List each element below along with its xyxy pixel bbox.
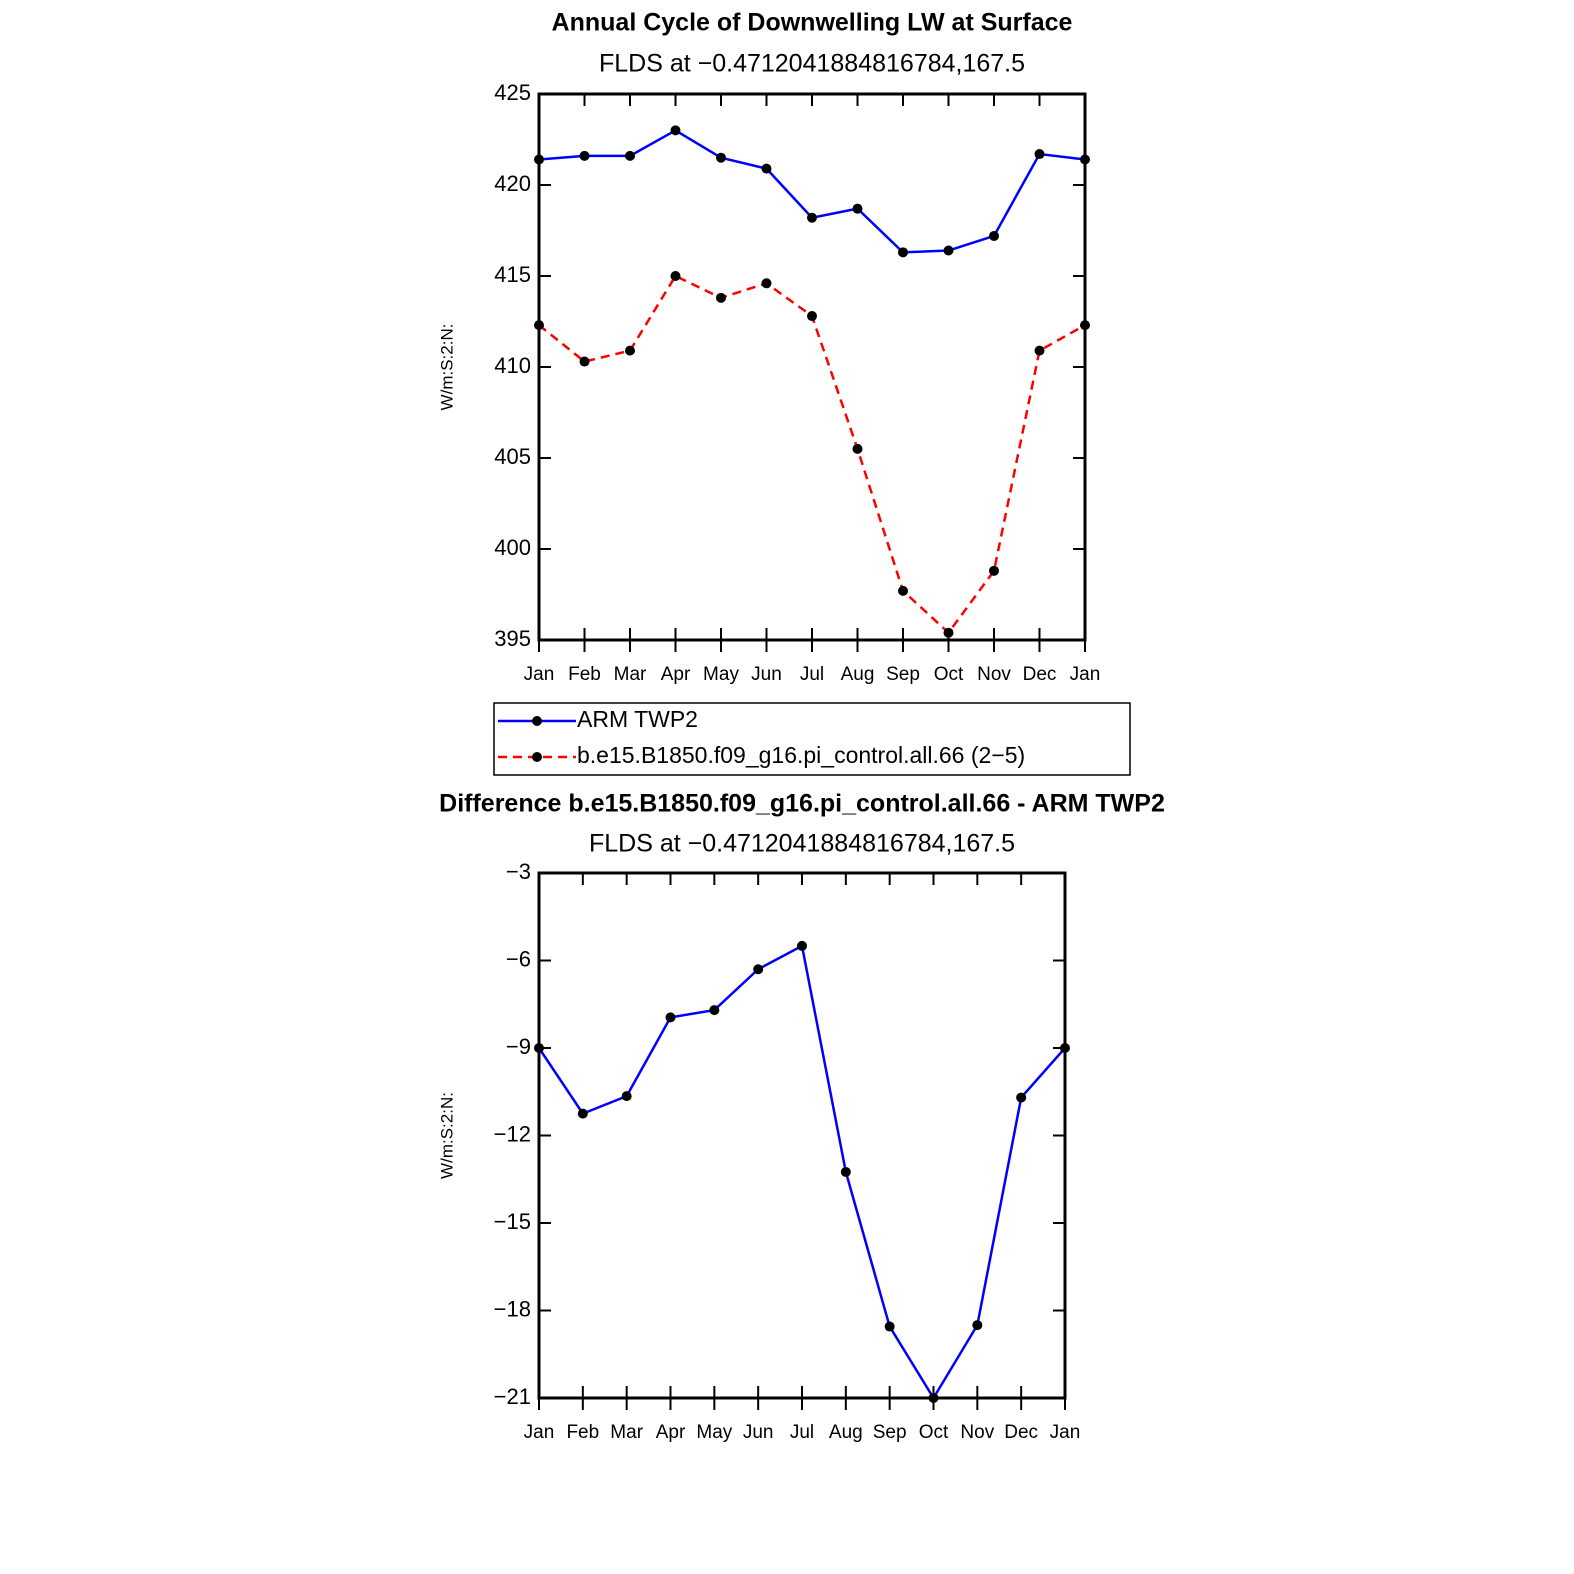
data-point — [534, 1043, 544, 1053]
y-tick-label: −21 — [494, 1384, 531, 1409]
y-tick-label: 425 — [494, 80, 531, 105]
series-line — [537, 944, 1066, 1401]
data-point — [670, 125, 681, 136]
x-tick-label: Jun — [743, 1422, 774, 1443]
data-point — [716, 152, 726, 163]
data-point — [534, 154, 544, 165]
x-tick-label: Oct — [934, 664, 964, 685]
data-point — [621, 1091, 632, 1102]
data-point — [1016, 1092, 1027, 1103]
x-tick-label: Jan — [1070, 664, 1101, 685]
x-tick-label: Jan — [524, 1422, 555, 1443]
legend-box — [493, 702, 1131, 776]
x-tick-label: Sep — [873, 1422, 907, 1443]
data-point — [753, 964, 764, 975]
data-point — [761, 163, 772, 174]
data-point — [898, 247, 908, 258]
data-point — [625, 345, 635, 356]
x-tick-label: Aug — [829, 1422, 863, 1443]
x-tick-label: Aug — [841, 664, 875, 685]
plot-frame — [537, 92, 1087, 642]
x-tick-label: Feb — [566, 1422, 599, 1443]
data-point — [761, 278, 772, 289]
series-line — [538, 274, 1086, 635]
x-tick-label: Dec — [1023, 664, 1057, 685]
data-point — [943, 245, 954, 256]
data-point — [1080, 154, 1090, 165]
data-point — [577, 1108, 588, 1119]
y-tick-label: −9 — [506, 1034, 531, 1059]
x-tick-label: Feb — [568, 664, 601, 685]
legend-marker — [532, 716, 542, 726]
y-tick-label: −15 — [494, 1209, 531, 1234]
data-point — [852, 443, 863, 454]
x-tick-label: May — [696, 1422, 732, 1443]
data-point — [840, 1166, 851, 1177]
y-tick-label: −18 — [494, 1296, 531, 1321]
x-tick-label: Jul — [790, 1422, 814, 1443]
x-tick-label: Jan — [524, 664, 555, 685]
data-point — [1080, 320, 1090, 331]
data-point — [709, 1005, 720, 1016]
data-point — [1034, 149, 1045, 160]
data-point — [852, 203, 863, 214]
legend-label: b.e15.B1850.f09_g16.pi_control.all.66 (2… — [577, 742, 1025, 768]
data-point — [579, 150, 590, 161]
y-tick-label: −12 — [494, 1121, 531, 1146]
y-tick-label: 405 — [494, 444, 531, 469]
x-tick-label: Mar — [614, 664, 647, 685]
x-tick-label: Nov — [960, 1422, 994, 1443]
plot-frame — [537, 871, 1067, 1400]
y-axis-label: W/m:S:2:N: — [437, 324, 456, 411]
y-tick-label: 420 — [494, 171, 531, 196]
data-point — [1060, 1043, 1070, 1053]
data-point — [989, 230, 999, 241]
y-tick-label: −6 — [506, 946, 531, 971]
data-point — [884, 1321, 895, 1332]
y-tick-label: −3 — [506, 859, 531, 884]
x-tick-label: Dec — [1004, 1422, 1038, 1443]
legend-label: ARM TWP2 — [577, 706, 698, 732]
x-tick-label: Jan — [1050, 1422, 1081, 1443]
x-tick-label: Mar — [610, 1422, 643, 1443]
legend-marker — [532, 752, 542, 762]
data-point — [716, 292, 726, 303]
x-tick-label: Oct — [919, 1422, 949, 1443]
x-tick-label: Apr — [661, 664, 691, 685]
x-tick-label: Jun — [751, 664, 782, 685]
data-point — [943, 627, 954, 638]
x-tick-label: Nov — [977, 664, 1011, 685]
chart-subtitle: FLDS at −0.4712041884816784,167.5 — [599, 50, 1025, 78]
data-point — [1034, 345, 1045, 356]
y-tick-label: 395 — [494, 626, 531, 651]
y-tick-label: 410 — [494, 353, 531, 378]
y-tick-label: 400 — [494, 535, 531, 560]
data-point — [579, 356, 590, 367]
data-point — [928, 1393, 939, 1403]
data-point — [989, 565, 999, 576]
x-tick-label: Jul — [800, 664, 824, 685]
x-tick-label: Apr — [656, 1422, 686, 1443]
data-point — [972, 1320, 983, 1331]
chart-title: Difference b.e15.B1850.f09_g16.pi_contro… — [439, 790, 1165, 818]
y-tick-label: 415 — [494, 262, 531, 287]
data-point — [534, 320, 544, 331]
series-line — [538, 128, 1086, 254]
data-point — [807, 311, 817, 322]
data-point — [898, 585, 908, 596]
x-tick-label: May — [703, 664, 739, 685]
chart-title: Annual Cycle of Downwelling LW at Surfac… — [552, 9, 1073, 37]
y-axis-label: W/m:S:2:N: — [437, 1092, 456, 1179]
data-point — [807, 212, 817, 223]
data-point — [625, 150, 635, 161]
chart-subtitle: FLDS at −0.4712041884816784,167.5 — [589, 830, 1015, 858]
data-point — [670, 271, 681, 281]
data-point — [797, 940, 807, 951]
x-tick-label: Sep — [886, 664, 920, 685]
data-point — [665, 1012, 676, 1023]
